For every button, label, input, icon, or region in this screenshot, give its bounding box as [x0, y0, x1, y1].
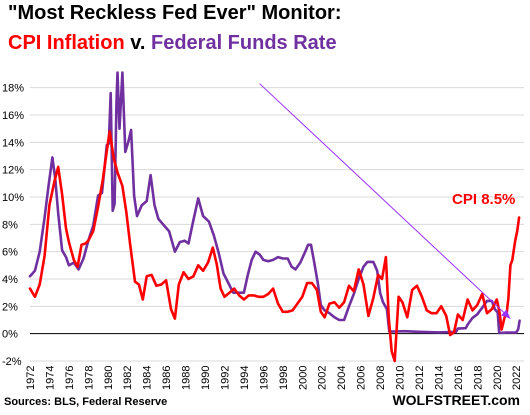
y-tick-label: 2% [2, 301, 18, 313]
y-tick-label: 12% [2, 165, 24, 177]
x-tick-label: 2014 [433, 366, 445, 390]
x-tick-label: 1998 [278, 366, 290, 390]
y-tick-label: 16% [2, 110, 24, 122]
arrow-head [501, 309, 511, 319]
subtitle-cpi: CPI Inflation [8, 32, 125, 54]
y-tick-label: 14% [2, 137, 24, 149]
x-tick-label: 1972 [25, 366, 37, 390]
chart-title: "Most Reckless Fed Ever" Monitor: [8, 2, 342, 24]
series-lines [28, 71, 521, 363]
x-tick-label: 1984 [142, 366, 154, 390]
subtitle-separator: v. [124, 32, 151, 54]
chart-subtitle: CPI Inflation v. Federal Funds Rate [8, 32, 337, 55]
x-tick-label: 2012 [414, 366, 426, 390]
x-tick-label: 1994 [239, 366, 251, 390]
y-tick-label: 8% [2, 219, 18, 231]
y-tick-label: -2% [2, 356, 22, 368]
brand-logo: WOLFSTREET.com [392, 392, 520, 408]
y-tick-label: 4% [2, 274, 18, 286]
y-tick-label: 18% [2, 83, 24, 95]
x-tick-label: 1986 [161, 366, 173, 390]
cpi-annotation: CPI 8.5% [452, 191, 515, 208]
y-tick-label: 0% [2, 329, 18, 341]
x-tick-label: 2002 [317, 366, 329, 390]
source-note: Sources: BLS, Federal Reserve [4, 396, 168, 408]
series-line [28, 130, 521, 363]
arrow-shaft [259, 83, 511, 319]
x-tick-label: 2010 [395, 366, 407, 390]
subtitle-ffr: Federal Funds Rate [150, 32, 337, 54]
x-tick-label: 2008 [375, 366, 387, 390]
x-tick-label: 1976 [64, 366, 76, 390]
x-tick-label: 1982 [122, 366, 134, 390]
x-tick-label: 2006 [356, 366, 368, 390]
trend-arrow [259, 83, 511, 319]
x-tick-label: 1988 [181, 366, 193, 390]
x-axis-ticks: 1972 1974 1976 1978 1980 1982 1984 1986 1988 1990… [25, 366, 523, 390]
x-tick-label: 2004 [336, 366, 348, 390]
x-tick-label: 1990 [200, 366, 212, 390]
x-tick-label: 1978 [83, 366, 95, 390]
x-tick-label: 2022 [511, 366, 523, 390]
y-tick-label: 10% [2, 192, 24, 204]
gridlines [30, 87, 524, 362]
y-tick-label: 6% [2, 247, 18, 259]
y-axis-ticks: -2% 0% 2% 4% 6% 8% 10% 12% 14% 16% 18% [2, 83, 24, 368]
x-tick-label: 2020 [492, 366, 504, 390]
x-tick-label: 2018 [472, 366, 484, 390]
x-tick-label: 1992 [219, 366, 231, 390]
x-tick-label: 1974 [44, 366, 56, 390]
x-tick-label: 2000 [297, 366, 309, 390]
x-tick-label: 2016 [453, 366, 465, 390]
x-tick-label: 1980 [103, 366, 115, 390]
x-tick-label: 1996 [258, 366, 270, 390]
